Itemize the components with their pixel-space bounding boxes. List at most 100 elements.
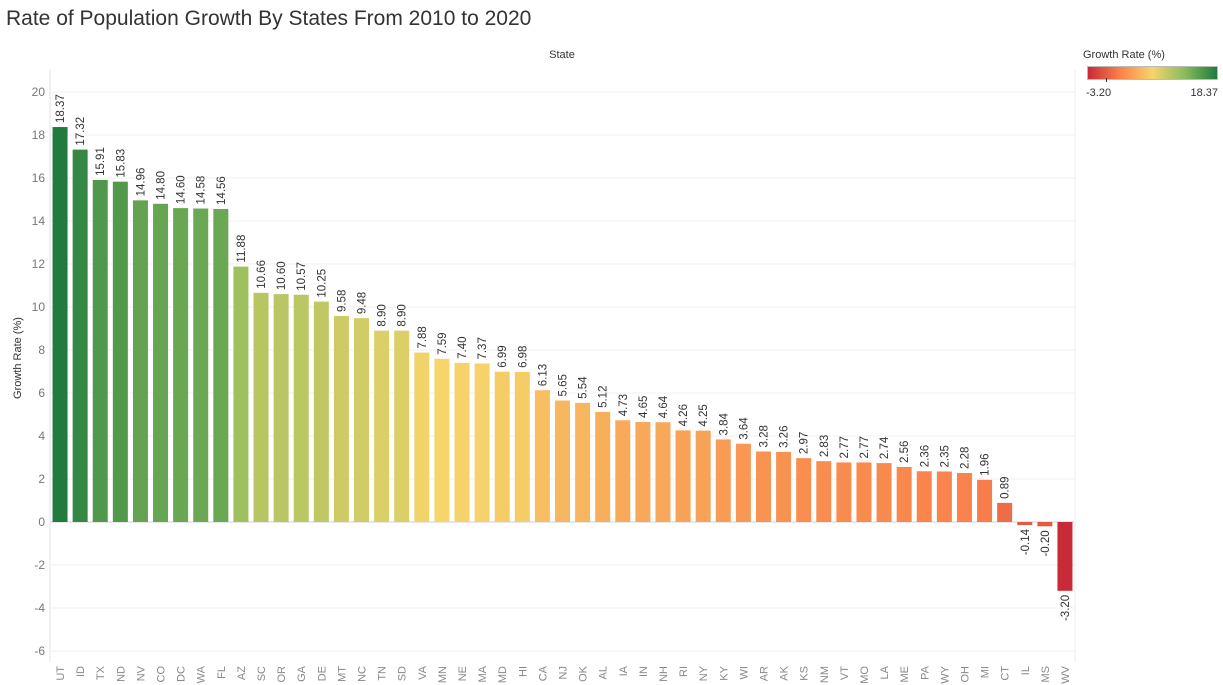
x-tick-label: SD	[397, 666, 409, 681]
data-label: 14.96	[135, 168, 147, 197]
data-label: 2.74	[879, 436, 891, 459]
legend-zero-tick	[1106, 78, 1108, 82]
bar-SD	[394, 330, 410, 522]
bar-AL	[595, 411, 611, 522]
data-label: 10.57	[296, 262, 308, 291]
x-tick-label: VA	[417, 665, 429, 680]
bar-NH	[655, 422, 671, 522]
data-label: 4.26	[678, 404, 690, 426]
x-tick-label: OK	[578, 665, 590, 682]
data-label: 8.90	[397, 304, 409, 326]
bar-IA	[615, 420, 631, 522]
x-tick-label: KY	[718, 665, 730, 680]
x-tick-label: AZ	[236, 666, 248, 680]
data-label: 5.12	[598, 386, 610, 408]
data-label: 5.65	[558, 374, 570, 396]
data-label: 15.83	[115, 149, 127, 178]
data-label: 14.56	[216, 176, 228, 205]
y-tick-label: 14	[32, 214, 46, 228]
bar-OH	[956, 472, 972, 522]
y-axis-title: Growth Rate (%)	[12, 317, 24, 399]
bar-WY	[936, 471, 952, 522]
bar-ME	[896, 466, 912, 522]
x-tick-label: MI	[980, 666, 992, 678]
bar-MT	[333, 316, 349, 522]
x-tick-label: TX	[95, 665, 107, 680]
data-label: 2.36	[919, 445, 931, 467]
bar-MD	[494, 371, 510, 522]
x-tick-label: HI	[517, 666, 529, 677]
x-tick-label: NM	[819, 666, 831, 683]
bars	[52, 127, 1073, 591]
data-label: 15.91	[95, 147, 107, 176]
color-legend: Growth Rate (%) -3.20 18.37	[1083, 49, 1221, 104]
data-label: 6.98	[517, 346, 529, 368]
x-tick-label: LA	[879, 665, 891, 679]
x-tick-label: CA	[537, 665, 549, 681]
y-tick-label: 20	[32, 85, 46, 99]
x-tick-label: IL	[1020, 666, 1032, 675]
data-label: 2.97	[799, 432, 811, 454]
x-tick-label: MT	[336, 666, 348, 682]
axes: -6 -4 -2 0 2 4 6 8 10 12 14 16 18 20 UT ID TX ND NV CO DC WA F…	[32, 70, 1076, 684]
x-tick-label: OR	[276, 666, 288, 683]
bar-OK	[575, 402, 591, 522]
data-label: 1.96	[980, 453, 992, 475]
x-tick-label: NE	[457, 666, 469, 681]
x-tick-label: AR	[758, 666, 770, 681]
data-label: 2.28	[959, 447, 971, 469]
x-tick-label: NJ	[558, 666, 570, 679]
bar-MI	[977, 479, 993, 522]
x-tick-label: MA	[477, 665, 489, 682]
data-label: 8.90	[377, 304, 389, 326]
data-label: 18.37	[55, 94, 67, 123]
bar-AZ	[233, 266, 249, 522]
bar-SC	[253, 292, 269, 522]
bar-KS	[796, 458, 812, 522]
legend-color-ramp	[1087, 66, 1218, 80]
x-tick-label: NH	[658, 666, 670, 682]
x-tick-label: UT	[55, 666, 67, 681]
data-labels: 18.37 17.32 15.91 15.83 14.96 14.80 14.60 14.58…	[55, 94, 1072, 621]
bar-TX	[92, 179, 108, 522]
data-label: 7.40	[457, 337, 469, 359]
bar-ND	[112, 181, 128, 522]
data-label: 2.77	[859, 436, 871, 458]
x-tick-label: WI	[738, 666, 750, 679]
y-tick-label: 6	[38, 386, 45, 400]
y-tick-label: 16	[32, 171, 46, 185]
x-tick-label: ID	[75, 666, 87, 677]
y-tick-label: 2	[38, 472, 45, 486]
data-label: 7.37	[477, 337, 489, 359]
y-tick-label: -6	[34, 644, 45, 658]
bar-CO	[153, 203, 169, 523]
data-label: 11.88	[236, 235, 248, 263]
data-label: 10.25	[316, 269, 328, 298]
data-label: 3.64	[738, 417, 750, 440]
data-label: 9.58	[336, 290, 348, 312]
y-tick-label: 8	[38, 343, 45, 357]
bar-NV	[132, 200, 148, 523]
bar-TN	[374, 330, 390, 522]
bar-CT	[997, 502, 1013, 522]
bar-NJ	[555, 400, 570, 522]
bar-WV	[1057, 522, 1073, 591]
x-tick-label: FL	[216, 666, 228, 679]
data-label: 14.80	[156, 171, 168, 200]
x-tick-label: GA	[296, 665, 308, 682]
y-tick-label: 4	[38, 429, 45, 443]
x-tick-label: ND	[115, 666, 127, 682]
x-tick-label: NY	[698, 665, 710, 681]
x-tick-label: TN	[377, 666, 389, 681]
x-tick-label: IA	[618, 665, 630, 676]
bar-NY	[695, 430, 711, 522]
y-tick-label: -4	[34, 601, 45, 615]
x-tick-label: AL	[598, 666, 610, 679]
bar-VA	[414, 352, 430, 522]
bar-AR	[755, 451, 771, 522]
bar-AK	[776, 451, 792, 522]
legend-min-label: -3.20	[1086, 87, 1112, 99]
x-axis-title: State	[549, 49, 575, 61]
data-label: -0.20	[1040, 530, 1052, 556]
